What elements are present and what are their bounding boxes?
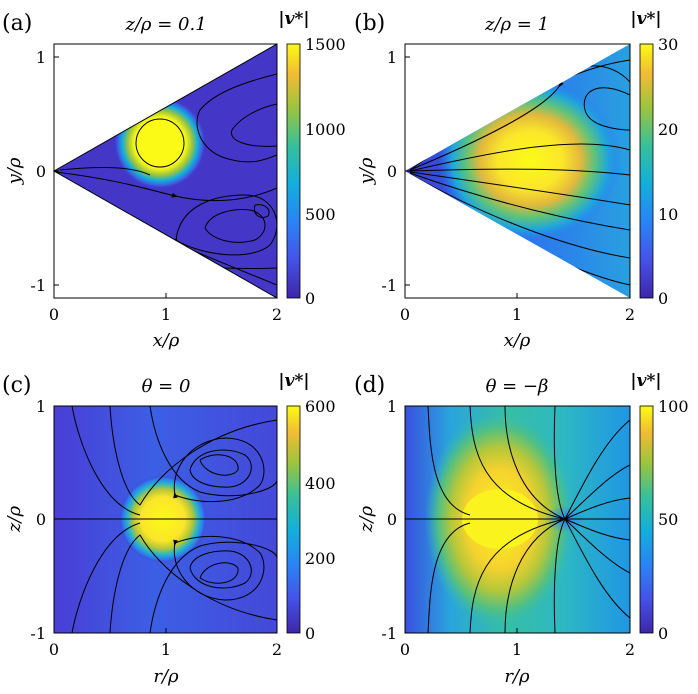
panel-a-x-ticks: 0 1 2 [49,293,282,324]
panel-d-cb-tick-0: 0 [658,624,668,643]
panel-c-colorbar: |v*| 0 200 400 600 [278,371,335,643]
panel-b-colorbar-title: |v*| [630,9,661,29]
panel-b-cb-tick-1: 10 [658,205,678,224]
panel-a: (a) z/ρ = 0.1 0 1 2 -1 0 1 x/ρ y/ρ |v*| … [2,9,346,351]
panel-c-y-tick-0: -1 [30,624,46,643]
panel-a-label: (a) [2,11,32,36]
panel-b-y-tick-2: 1 [387,48,397,67]
panel-b-cb-tick-0: 0 [658,289,668,308]
panel-c-cb-tick-3: 600 [305,397,336,416]
panel-a-y-tick-1: 0 [36,162,46,181]
panel-d-field [405,406,630,633]
panel-b-xlabel: x/ρ [504,330,531,351]
panel-a-x-tick-0: 0 [49,305,59,324]
panel-c-cb-tick-0: 0 [305,624,315,643]
panel-c-colorbar-title: |v*| [278,371,309,391]
panel-a-field [54,44,277,298]
panel-b-streamlines [409,59,630,286]
panel-d-x-tick-0: 0 [400,640,410,659]
panel-c-y-tick-1: 0 [36,510,46,529]
panel-d-streamlines [405,406,630,633]
panel-b: (b) z/ρ = 1 0 1 2 -1 0 1 x/ρ y/ρ |v*| 0 … [354,9,678,351]
panel-c-xlabel: r/ρ [153,666,179,687]
panel-a-title: z/ρ = 0.1 [124,14,206,35]
panel-a-x-tick-1: 1 [161,305,171,324]
panel-c-ylabel: z/ρ [4,506,25,534]
panel-a-cb-tick-3: 1500 [305,35,346,54]
panel-c-y-tick-2: 1 [36,397,46,416]
panel-d-colorbar-title: |v*| [630,371,661,391]
panel-d-x-tick-1: 1 [512,640,522,659]
panel-b-cb-tick-2: 20 [658,120,678,139]
panel-b-colorbar: |v*| 0 10 20 30 [630,9,678,308]
panel-d-xlabel: r/ρ [504,666,530,687]
panel-c-field [54,406,277,633]
panel-b-label: (b) [354,11,385,36]
panel-a-y-ticks: -1 0 1 [30,48,59,295]
panel-a-colorbar: |v*| 0 500 1000 1500 [278,9,345,308]
panel-d-y-ticks: -1 0 1 [381,397,410,643]
panel-b-x-tick-1: 1 [512,305,522,324]
panel-b-y-tick-1: 0 [387,162,397,181]
panel-b-y-tick-0: -1 [381,276,397,295]
panel-d-y-tick-1: 0 [387,510,397,529]
panel-d-y-tick-2: 1 [387,397,397,416]
panel-a-x-tick-2: 2 [272,305,282,324]
panel-c-streamlines [54,406,277,633]
panel-c-x-tick-0: 0 [49,640,59,659]
panel-d-colorbar: |v*| 0 50 100 [630,371,688,643]
panel-c-x-tick-1: 1 [161,640,171,659]
panel-d-x-ticks: 0 1 2 [400,628,635,659]
panel-b-x-ticks: 0 1 2 [400,293,635,324]
panel-d-x-tick-2: 2 [625,640,635,659]
panel-d-ylabel: z/ρ [356,506,377,534]
panel-d-cb-tick-2: 100 [658,397,689,416]
panel-b-cb-tick-3: 30 [658,35,678,54]
panel-c-cb-tick-2: 400 [305,474,336,493]
panel-d-title: θ = −β [486,376,549,397]
panel-b-x-tick-2: 2 [625,305,635,324]
panel-b-ylabel: y/ρ [356,157,377,185]
panel-d-cb-tick-1: 50 [658,510,678,529]
panel-c-label: (c) [2,373,32,398]
panel-c-title: θ = 0 [142,376,191,397]
panel-c-cb-tick-1: 200 [305,549,336,568]
panel-c-x-ticks: 0 1 2 [49,628,282,659]
panel-b-y-ticks: -1 0 1 [381,48,410,295]
panel-d-label: (d) [354,373,385,398]
panel-c-x-tick-2: 2 [272,640,282,659]
panel-a-ylabel: y/ρ [4,157,25,185]
panel-b-x-tick-0: 0 [400,305,410,324]
panel-b-title: z/ρ = 1 [484,14,549,35]
panel-a-cb-tick-0: 0 [305,289,315,308]
panel-a-colorbar-title: |v*| [278,9,309,29]
panel-a-cb-tick-2: 1000 [305,120,346,139]
panel-a-cb-tick-1: 500 [305,205,336,224]
panel-c-y-ticks: -1 0 1 [30,397,59,643]
panel-c: (c) θ = 0 0 1 2 -1 0 1 r/ρ z/ρ |v*| 0 20… [2,371,336,687]
panel-a-xlabel: x/ρ [153,330,180,351]
panel-a-y-tick-0: -1 [30,276,46,295]
panel-b-field [405,44,630,298]
panel-d-y-tick-0: -1 [381,624,397,643]
panel-a-y-tick-2: 1 [36,48,46,67]
panel-d: (d) θ = −β 0 1 2 -1 0 1 r/ρ z/ρ |v*| 0 5… [354,371,689,687]
